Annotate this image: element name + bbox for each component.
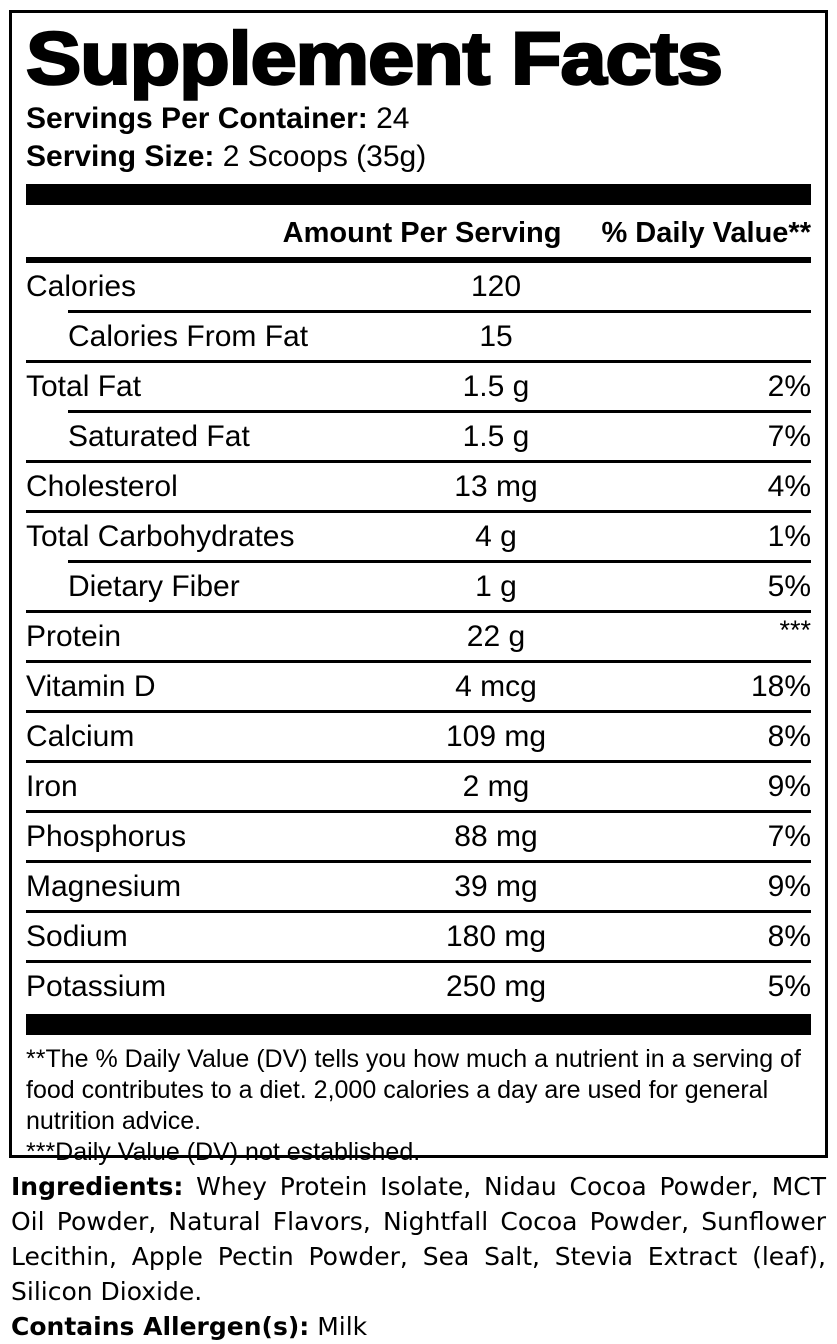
row-separator	[26, 360, 811, 363]
nutrient-amount: 22 g	[466, 619, 526, 653]
nutrient-row: Total Fat 1.5 g 2%	[26, 363, 811, 410]
nutrient-amount: 88 mg	[454, 819, 538, 853]
row-separator	[26, 460, 811, 463]
nutrient-name: Calories From Fat	[68, 319, 309, 353]
nutrient-amount: 250 mg	[445, 969, 547, 1003]
row-separator	[68, 310, 811, 313]
row-separator	[68, 560, 811, 563]
nutrient-amount: 109 mg	[445, 719, 547, 753]
allergen-line: Contains Allergen(s): Milk	[11, 1309, 826, 1344]
nutrient-row: Cholesterol 13 mg 4%	[26, 463, 811, 510]
nutrient-name: Phosphorus	[26, 819, 187, 853]
nutrient-daily-value: 5%	[767, 969, 811, 1003]
row-separator	[26, 960, 811, 963]
nutrient-name: Dietary Fiber	[68, 569, 240, 603]
nutrient-daily-value: 5%	[767, 569, 811, 603]
ingredients-label: Ingredients:	[11, 1172, 184, 1201]
nutrient-daily-value: ***	[779, 615, 811, 645]
nutrient-row: Phosphorus 88 mg 7%	[26, 813, 811, 860]
panel-title: Supplement Facts	[25, 17, 725, 100]
nutrient-row: Protein 22 g ***	[26, 613, 811, 660]
servings-per-container-value: 24	[376, 102, 410, 135]
nutrient-amount: 4 mcg	[455, 669, 537, 703]
nutrient-name: Magnesium	[26, 869, 182, 903]
allergen-label: Contains Allergen(s):	[11, 1312, 310, 1341]
thick-divider-bottom	[26, 1014, 811, 1035]
nutrient-daily-value: 9%	[767, 769, 811, 803]
row-separator	[26, 860, 811, 863]
nutrient-amount: 4 g	[475, 519, 517, 553]
allergen-value: Milk	[309, 1312, 368, 1341]
daily-value-header: % Daily Value**	[601, 217, 811, 249]
nutrient-name: Sodium	[26, 919, 128, 953]
nutrient-row: Potassium 250 mg 5%	[26, 963, 811, 1010]
ingredients-text: Whey Protein Isolate, Nidau Cocoa Powder…	[11, 1172, 826, 1306]
serving-size-label: Serving Size:	[26, 140, 215, 173]
supplement-facts-panel: Supplement Facts Servings Per Container:…	[9, 10, 828, 1166]
header-rule	[26, 257, 811, 263]
row-separator	[26, 510, 811, 513]
row-separator	[26, 810, 811, 813]
nutrient-amount: 1.5 g	[462, 369, 530, 403]
nutrient-name: Calcium	[26, 719, 135, 753]
ingredients-section: Ingredients: Whey Protein Isolate, Nidau…	[11, 1169, 826, 1344]
nutrient-row: Iron 2 mg 9%	[26, 763, 811, 810]
nutrient-amount: 15	[479, 319, 513, 353]
ingredients-paragraph: Ingredients: Whey Protein Isolate, Nidau…	[11, 1169, 826, 1309]
nutrient-daily-value: 4%	[767, 469, 811, 503]
nutrient-name: Calories	[26, 269, 137, 303]
nutrient-daily-value: 8%	[767, 719, 811, 753]
nutrient-amount: 2 mg	[462, 769, 530, 803]
nutrient-name: Potassium	[26, 969, 167, 1003]
thick-divider-top	[26, 184, 811, 205]
nutrient-name: Total Fat	[26, 369, 142, 403]
nutrient-row: Sodium 180 mg 8%	[26, 913, 811, 960]
nutrient-name: Vitamin D	[26, 669, 156, 703]
nutrient-row: Calcium 109 mg 8%	[26, 713, 811, 760]
nutrient-name: Iron	[26, 769, 78, 803]
nutrient-amount: 39 mg	[454, 869, 538, 903]
nutrient-row: Vitamin D 4 mcg 18%	[26, 663, 811, 710]
nutrient-daily-value: 8%	[767, 919, 811, 953]
nutrient-row: Calories 120	[26, 263, 811, 310]
nutrient-name: Saturated Fat	[68, 419, 250, 453]
nutrient-daily-value: 9%	[767, 869, 811, 903]
row-separator	[26, 910, 811, 913]
footnotes: **The % Daily Value (DV) tells you how m…	[26, 1035, 811, 1168]
row-separator	[26, 760, 811, 763]
nutrient-daily-value: 7%	[767, 819, 811, 853]
footnote-daily-value: **The % Daily Value (DV) tells you how m…	[26, 1045, 801, 1135]
nutrient-daily-value: 2%	[767, 369, 811, 403]
nutrient-name: Protein	[26, 619, 122, 653]
nutrient-amount: 1.5 g	[462, 419, 530, 453]
nutrient-daily-value: 18%	[750, 669, 811, 703]
row-separator	[26, 610, 811, 613]
nutrient-row: Dietary Fiber 1 g 5%	[26, 563, 811, 610]
row-separator	[26, 710, 811, 713]
nutrient-amount: 1 g	[475, 569, 517, 603]
nutrient-name: Cholesterol	[26, 469, 178, 503]
nutrient-row: Magnesium 39 mg 9%	[26, 863, 811, 910]
footnote-not-established: ***Daily Value (DV) not established.	[26, 1138, 421, 1166]
servings-per-container: Servings Per Container: 24	[26, 101, 811, 137]
nutrient-amount: 180 mg	[445, 919, 547, 953]
servings-per-container-label: Servings Per Container:	[26, 102, 368, 135]
nutrient-daily-value: 7%	[767, 419, 811, 453]
nutrient-amount: 13 mg	[454, 469, 538, 503]
facts-table: Calories 120 Calories From Fat 15 Total …	[26, 263, 811, 1010]
serving-size: Serving Size: 2 Scoops (35g)	[26, 139, 811, 175]
amount-per-serving-header: Amount Per Serving	[282, 217, 562, 249]
nutrient-name: Total Carbohydrates	[26, 519, 295, 553]
row-separator	[26, 660, 811, 663]
column-header-row: Amount Per Serving % Daily Value**	[26, 205, 811, 257]
nutrient-row: Calories From Fat 15	[26, 313, 811, 360]
nutrient-daily-value: 1%	[767, 519, 811, 553]
nutrient-amount: 120	[470, 269, 522, 303]
nutrient-row: Total Carbohydrates 4 g 1%	[26, 513, 811, 560]
serving-size-value: 2 Scoops (35g)	[222, 140, 427, 173]
nutrient-row: Saturated Fat 1.5 g 7%	[26, 413, 811, 460]
row-separator	[68, 410, 811, 413]
